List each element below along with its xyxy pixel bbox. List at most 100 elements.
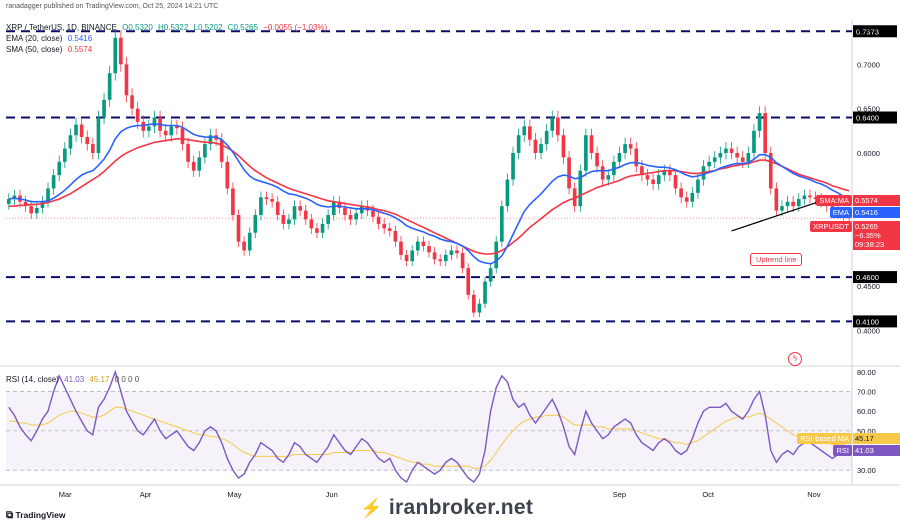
candle-body-136 [768, 152, 773, 189]
candle-body-15 [91, 144, 95, 153]
candle-body-90 [511, 152, 515, 180]
candle-body-31 [180, 128, 185, 145]
candle-body-6 [40, 201, 45, 208]
sma-tag-label: SMA:MA [816, 195, 852, 206]
candle-body-54 [309, 219, 314, 229]
candle-body-76 [432, 252, 437, 260]
rsi-line [8, 369, 850, 484]
candle-body-133 [752, 130, 756, 153]
candle-body-51 [292, 206, 297, 220]
candle-body-117 [662, 170, 667, 176]
candle-body-3 [23, 201, 28, 207]
candle-body-63 [359, 206, 364, 214]
candle-body-100 [567, 157, 571, 189]
candle-body-47 [270, 199, 274, 202]
candle-body-29 [169, 126, 174, 136]
candle-body-39 [225, 161, 230, 189]
candle-body-141 [796, 199, 801, 207]
candle-body-118 [668, 170, 672, 176]
time-tick-5: Oct [702, 490, 715, 499]
candle-body-0 [6, 199, 11, 204]
candle-body-87 [494, 241, 499, 269]
candle-body-95 [539, 144, 543, 153]
candle-body-26 [152, 117, 157, 127]
candle-body-107 [606, 175, 611, 180]
candle-body-119 [673, 175, 678, 189]
candle-body-7 [46, 188, 50, 202]
price-tick-6: 0.7000 [857, 60, 880, 69]
candle-body-34 [197, 157, 202, 171]
ohlc-change: −0.0055 (−1.03%) [263, 23, 328, 32]
candle-body-83 [472, 294, 476, 313]
candle-body-101 [572, 188, 577, 207]
time-tick-3: Jun [326, 490, 338, 499]
candle-body-28 [163, 130, 168, 136]
sma-tag-value: 0.5574 [853, 195, 900, 206]
candle-body-16 [96, 117, 101, 153]
candle-body-70 [399, 241, 403, 255]
candle-body-143 [808, 195, 812, 198]
price-tick-1: 0.4500 [857, 282, 880, 291]
candle-body-58 [331, 201, 336, 216]
candle-body-135 [763, 113, 767, 153]
rsi-tick-5: 80.00 [857, 368, 876, 377]
candle-body-18 [107, 73, 112, 100]
rsi-tick-2: 50.00 [857, 427, 876, 436]
xrp-tag-countdown: 09:38:23 [853, 239, 900, 250]
ema-legend-value: 0.5416 [67, 34, 93, 43]
candle-body-120 [679, 188, 683, 198]
candle-body-30 [175, 126, 179, 129]
price-tick-4: 0.6000 [857, 149, 880, 158]
rsi-tick-0: 30.00 [857, 466, 876, 475]
candle-body-1 [12, 195, 17, 200]
candle-body-35 [203, 144, 207, 158]
rsi-legend-zeros: 0 0 0 0 [114, 375, 140, 384]
ohlc-close: C0.5265 [227, 23, 258, 32]
rsi-ma-tag-value: 45.17 [853, 433, 900, 444]
candle-body-69 [393, 230, 398, 242]
candle-body-74 [421, 241, 426, 247]
candle-body-57 [326, 215, 330, 224]
rsi-tag-value: 41.03 [853, 445, 900, 456]
rsi-legend-ma: 45.17 [89, 375, 110, 384]
candle-body-38 [219, 139, 224, 162]
candle-body-128 [724, 148, 728, 153]
candle-body-134 [757, 113, 762, 131]
candle-body-33 [191, 161, 196, 171]
candle-body-61 [348, 215, 353, 220]
candle-body-56 [320, 223, 325, 233]
candle-body-40 [231, 188, 235, 216]
candle-body-52 [298, 206, 302, 211]
ohlc-low: L0.5202 [193, 23, 223, 32]
tradingview-logo[interactable]: ⧉ TradingView [6, 510, 66, 521]
candle-body-78 [443, 254, 448, 262]
ema-legend[interactable]: EMA (20, close) 0.5416 [6, 34, 95, 43]
candle-body-94 [533, 139, 538, 153]
candle-body-103 [584, 135, 588, 171]
candle-body-121 [684, 197, 689, 202]
candle-body-55 [315, 228, 319, 233]
rsi-legend[interactable]: RSI (14, close) 41.03 45.17 0 0 0 0 [6, 375, 142, 384]
candle-body-5 [34, 207, 39, 214]
candle-body-13 [79, 124, 84, 138]
candle-body-122 [690, 192, 695, 202]
xrp-tag-value: 0.5265 [853, 221, 900, 232]
currency-label[interactable]: USDT [858, 25, 879, 34]
level-tag-bg-3 [853, 315, 897, 328]
symbol[interactable]: XRP / TetherUS, 1D, BINANCE [6, 23, 117, 32]
level-tag-bg-1 [853, 111, 897, 124]
candle-body-24 [141, 121, 146, 131]
candle-body-93 [528, 126, 532, 140]
lightning-icon[interactable]: ϟ [788, 352, 802, 366]
time-tick-4: Sep [613, 490, 626, 499]
candle-body-114 [645, 175, 650, 180]
candle-body-65 [371, 210, 375, 217]
sma50-line [8, 138, 850, 255]
candle-body-98 [556, 117, 560, 136]
candle-body-9 [57, 161, 62, 176]
uptrend-annotation: Uptrend line [750, 253, 803, 266]
sma-legend[interactable]: SMA (50, close) 0.5574 [6, 45, 95, 54]
brand-text: iranbroker.net [388, 496, 534, 519]
candle-body-130 [735, 152, 739, 158]
candle-body-88 [500, 206, 504, 242]
